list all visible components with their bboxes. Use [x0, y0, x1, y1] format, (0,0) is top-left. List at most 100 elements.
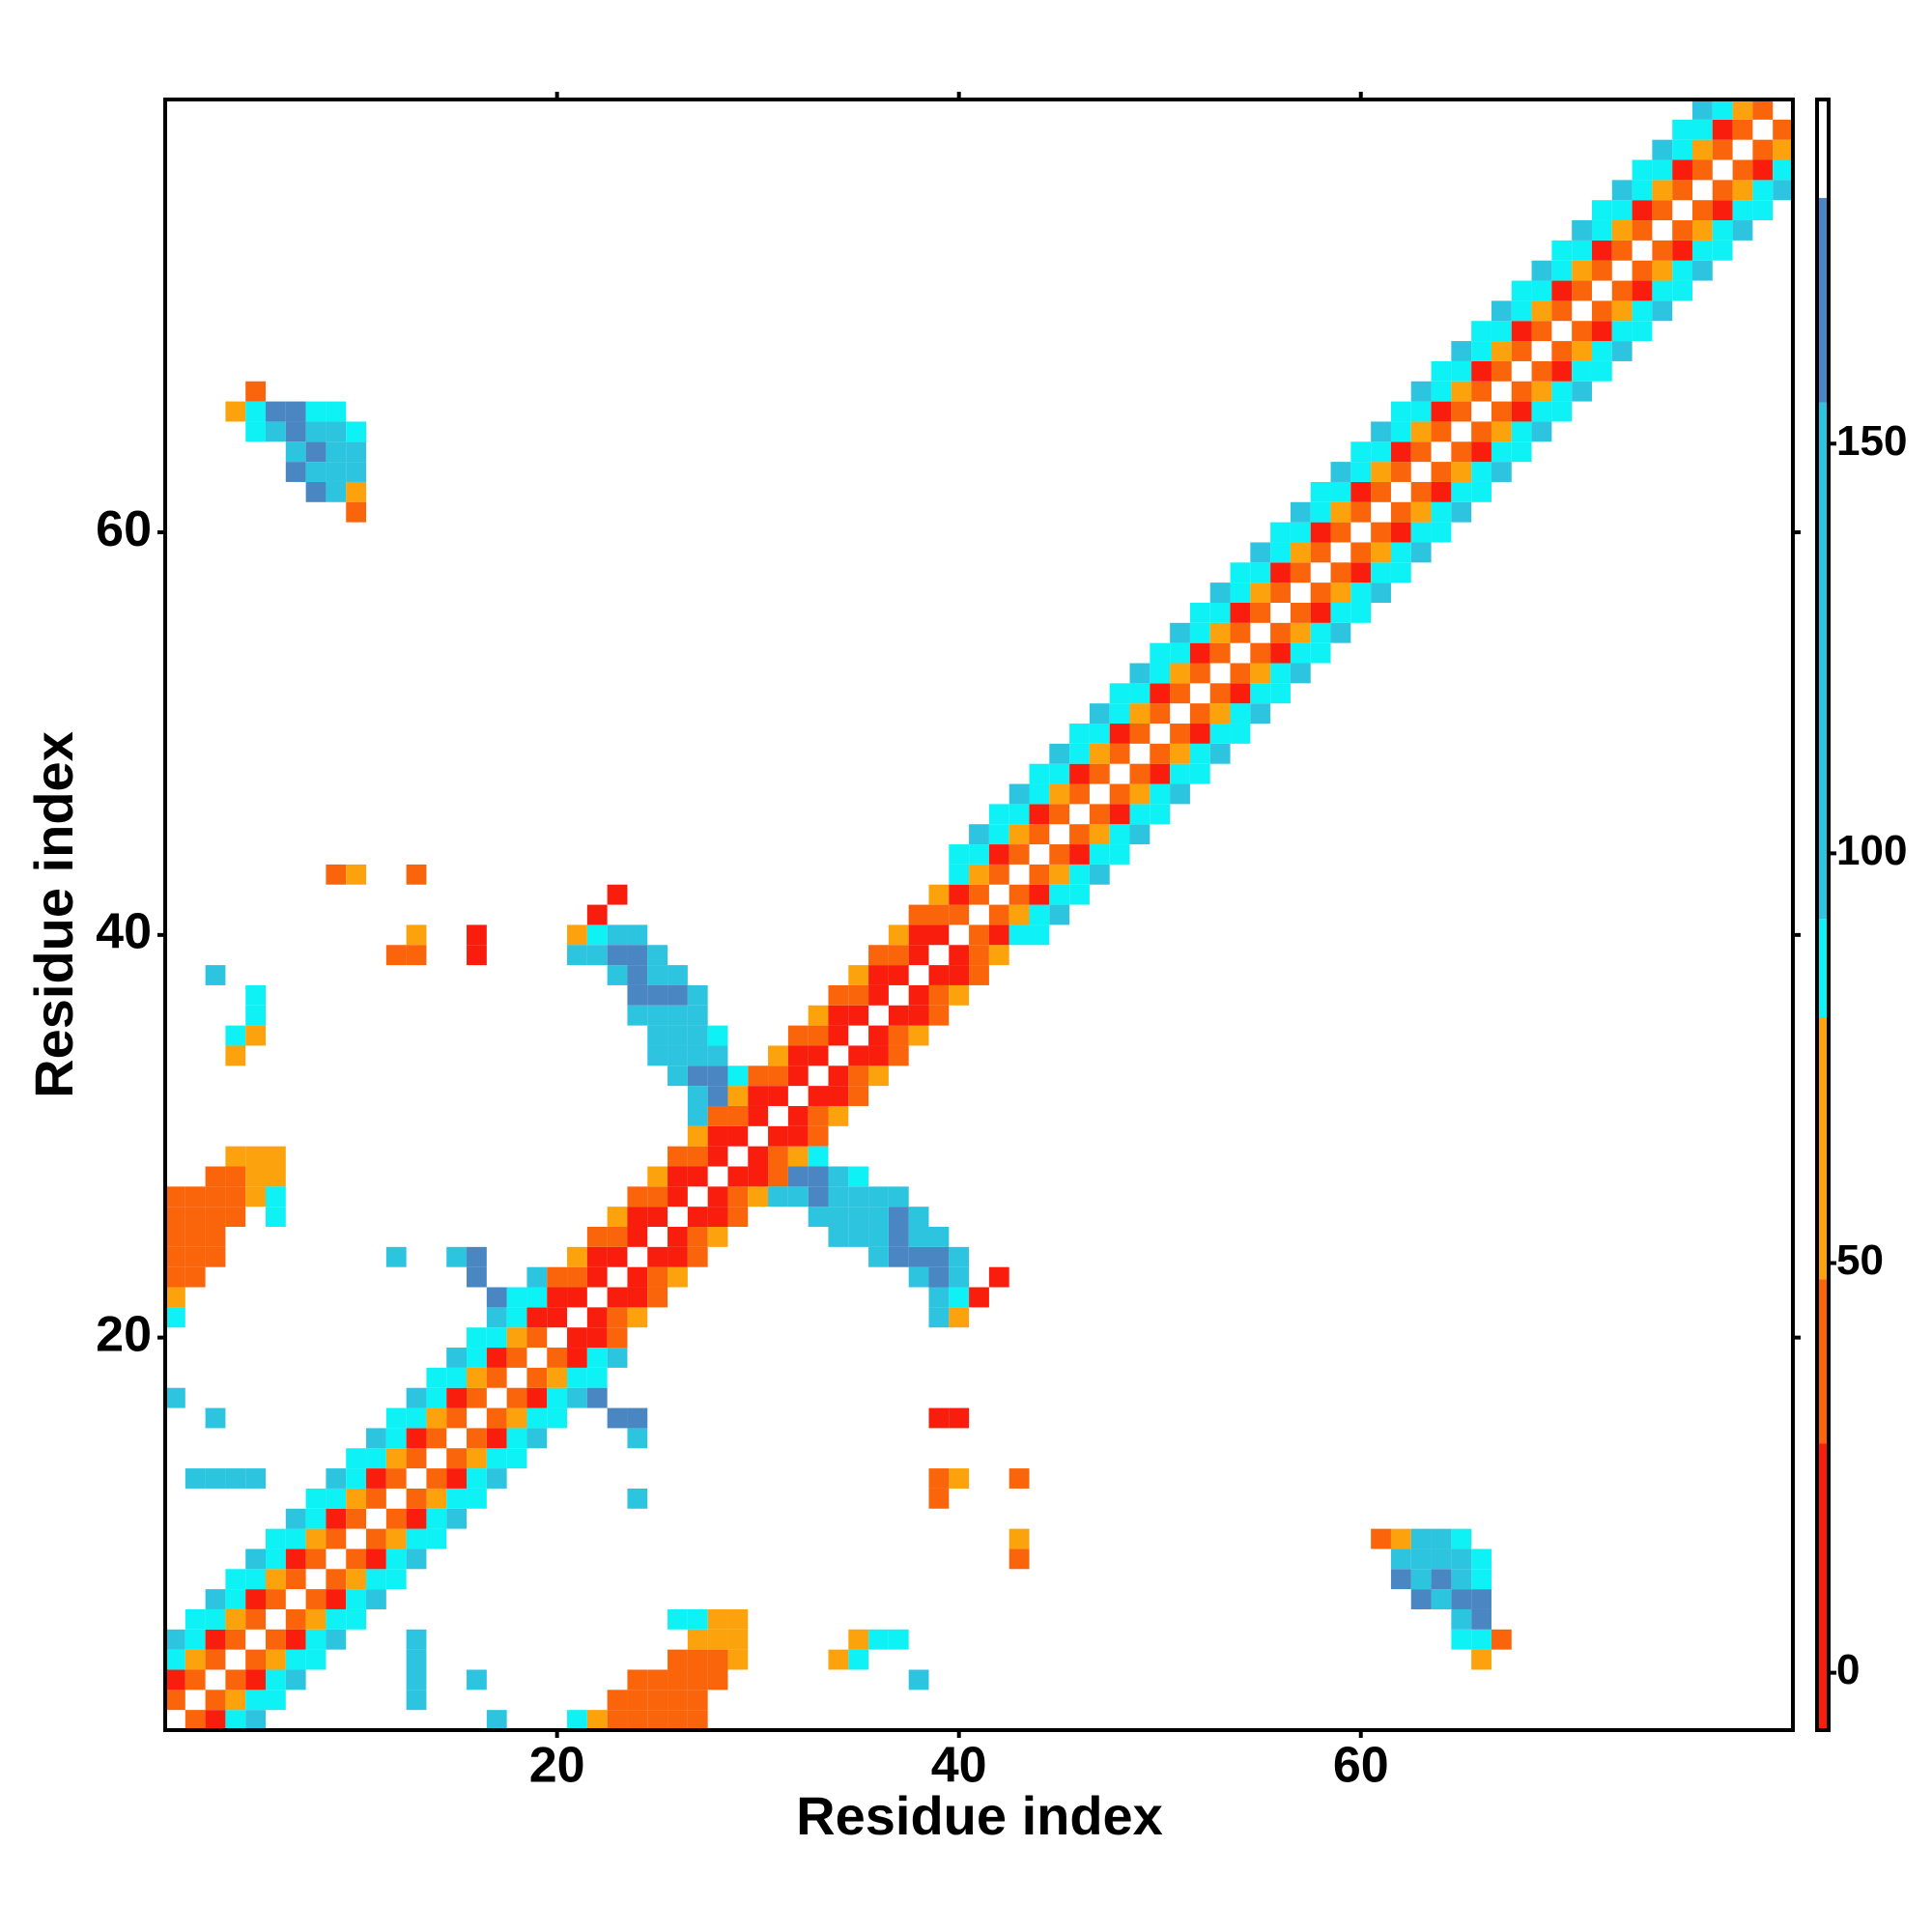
heatmap-cell	[1230, 582, 1251, 603]
heatmap-cell	[727, 1649, 749, 1670]
heatmap-cell	[888, 1045, 909, 1066]
heatmap-cell	[1773, 180, 1793, 201]
heatmap-cell	[647, 1287, 668, 1308]
heatmap-cell	[205, 1468, 226, 1489]
heatmap-cell	[1270, 562, 1291, 583]
heatmap-cell	[928, 1488, 950, 1509]
heatmap-cell	[366, 1468, 386, 1489]
heatmap-cell	[1189, 743, 1210, 764]
heatmap-cell	[1150, 663, 1171, 684]
heatmap-cell	[607, 945, 628, 966]
heatmap-cell	[366, 1569, 386, 1590]
heatmap-cell	[586, 1387, 608, 1408]
heatmap-cell	[607, 1690, 628, 1711]
heatmap-cell	[1390, 401, 1411, 422]
heatmap-cell	[346, 1608, 367, 1630]
heatmap-cell	[868, 1065, 889, 1087]
colorbar-segment	[1817, 402, 1829, 920]
heatmap-cell	[607, 1348, 628, 1368]
heatmap-cell	[647, 965, 668, 985]
heatmap-cell	[1471, 481, 1492, 502]
heatmap-cell	[727, 1166, 749, 1187]
heatmap-cell	[1691, 220, 1713, 241]
heatmap-cell	[1712, 119, 1733, 140]
heatmap-cell	[486, 1287, 507, 1308]
heatmap-cell	[1591, 300, 1612, 322]
colorbar-frame	[1815, 98, 1831, 1732]
heatmap-cell	[1410, 441, 1432, 463]
heatmap-cell	[607, 1207, 628, 1228]
heatmap-cell	[526, 1266, 548, 1288]
heatmap-cell	[647, 1186, 668, 1208]
heatmap-cell	[426, 1468, 447, 1489]
heatmap-cell	[326, 1608, 347, 1630]
heatmap-cell	[406, 1508, 427, 1529]
heatmap-cell	[366, 1428, 386, 1449]
heatmap-cell	[607, 965, 628, 985]
heatmap-cell	[1390, 522, 1411, 543]
heatmap-cell	[1069, 864, 1090, 885]
heatmap-cell	[1129, 824, 1151, 845]
heatmap-cell	[406, 1448, 427, 1469]
heatmap-cell	[586, 1227, 608, 1247]
heatmap-cell	[1150, 804, 1171, 825]
heatmap-cell	[1652, 180, 1673, 201]
heatmap-cell	[627, 1287, 648, 1308]
heatmap-cell	[225, 1629, 246, 1650]
heatmap-cell	[607, 1287, 628, 1308]
heatmap-cell	[1009, 844, 1030, 865]
heatmap-cell	[547, 1387, 568, 1408]
heatmap-cell	[567, 1387, 587, 1408]
heatmap-cell	[988, 804, 1009, 825]
heatmap-cell	[908, 1005, 929, 1026]
heatmap-cell	[326, 1528, 347, 1549]
heatmap-cell	[908, 1266, 929, 1288]
colorbar-segment	[1817, 1017, 1829, 1280]
heatmap-cell	[1471, 441, 1492, 463]
heatmap-cell	[285, 1629, 306, 1650]
heatmap-cell	[446, 1387, 468, 1408]
heatmap-cell	[1691, 119, 1713, 140]
heatmap-cell	[848, 1649, 869, 1670]
heatmap-cell	[1531, 360, 1552, 382]
heatmap-cell	[205, 1407, 226, 1429]
heatmap-cell	[687, 1005, 708, 1026]
heatmap-cell	[627, 1488, 648, 1509]
heatmap-cell	[848, 1166, 869, 1187]
heatmap-cell	[1451, 360, 1472, 382]
heatmap-cell	[868, 965, 889, 985]
heatmap-cell	[346, 864, 367, 885]
heatmap-cell	[567, 945, 587, 966]
heatmap-cell	[1451, 341, 1472, 361]
heatmap-cell	[346, 481, 367, 502]
heatmap-cell	[406, 1690, 427, 1711]
heatmap-cell	[647, 984, 668, 1006]
heatmap-cell	[1049, 783, 1070, 805]
heatmap-cell	[1691, 159, 1713, 181]
heatmap-cell	[346, 1468, 367, 1489]
heatmap-cell	[668, 1146, 688, 1167]
heatmap-cell	[426, 1387, 447, 1408]
heatmap-cell	[165, 1246, 185, 1267]
heatmap-cell	[707, 1207, 728, 1228]
heatmap-cell	[949, 1307, 970, 1328]
heatmap-cell	[1250, 642, 1271, 664]
heatmap-cell	[1310, 501, 1331, 523]
heatmap-cell	[1591, 321, 1612, 342]
heatmap-cell	[1732, 200, 1753, 221]
heatmap-cell	[1029, 824, 1050, 845]
heatmap-cell	[848, 965, 869, 985]
heatmap-cell	[165, 1649, 185, 1670]
heatmap-cell	[1049, 884, 1070, 905]
heatmap-cell	[506, 1327, 527, 1349]
heatmap-cell	[687, 1146, 708, 1167]
heatmap-cell	[888, 924, 909, 946]
heatmap-cell	[627, 1227, 648, 1247]
heatmap-cell	[928, 965, 950, 985]
heatmap-cell	[988, 864, 1009, 885]
heatmap-cell	[1591, 220, 1612, 241]
heatmap-cell	[1029, 904, 1050, 925]
heatmap-cell	[787, 1166, 809, 1187]
heatmap-cell	[1451, 501, 1472, 523]
heatmap-cell	[1069, 844, 1090, 865]
